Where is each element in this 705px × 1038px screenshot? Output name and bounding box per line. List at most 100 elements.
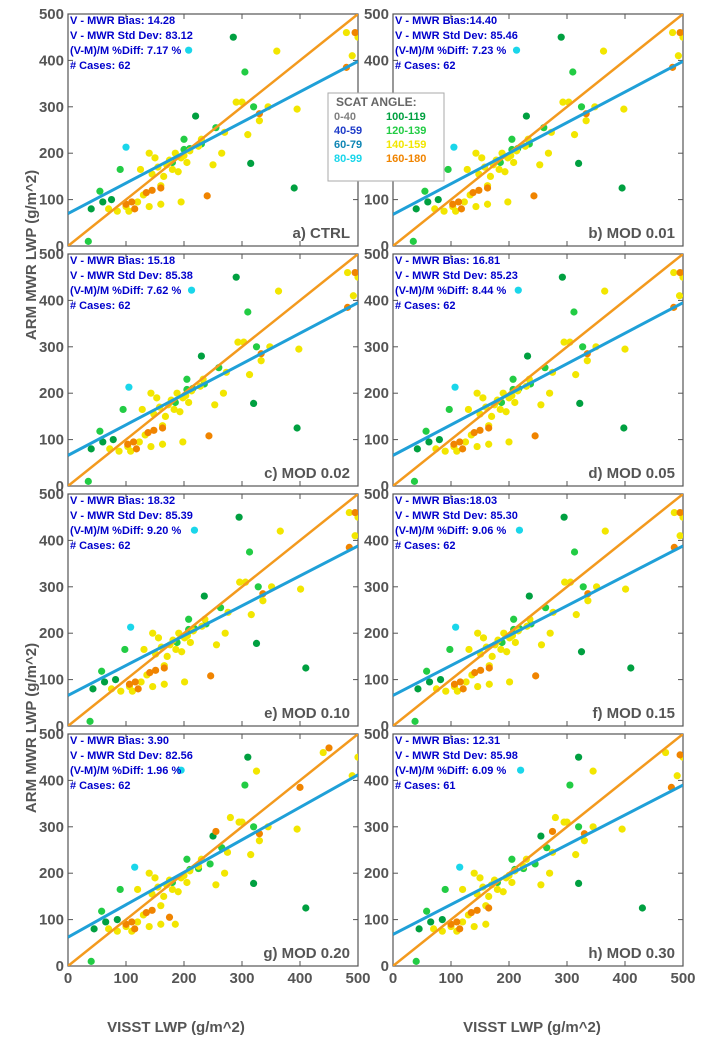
data-point: [485, 892, 493, 900]
data-point: [200, 592, 208, 600]
data-point: [459, 445, 467, 453]
data-point: [551, 813, 559, 822]
y-tick-label: 500: [364, 6, 389, 23]
data-point: [427, 918, 435, 926]
data-point: [232, 273, 240, 281]
y-tick-label: 500: [364, 726, 389, 743]
data-point: [186, 638, 194, 647]
data-point: [84, 237, 92, 245]
data-point: [244, 131, 252, 139]
panel-label: a) CTRL: [293, 225, 351, 242]
data-point: [160, 172, 168, 180]
data-point: [618, 825, 626, 833]
stat-line: V - MWR Bias:18.03: [395, 495, 497, 507]
data-point: [485, 424, 493, 432]
data-point: [205, 432, 213, 440]
y-tick-label: 300: [364, 819, 389, 836]
data-point: [509, 375, 517, 383]
data-point: [212, 881, 220, 889]
y-tick-label: 300: [39, 339, 64, 356]
data-point: [601, 527, 609, 535]
data-point: [537, 401, 545, 409]
data-point: [178, 648, 186, 656]
data-point: [185, 615, 193, 623]
data-point: [183, 855, 191, 863]
y-tick-label: 400: [364, 532, 389, 549]
regression-line: [68, 301, 358, 457]
data-point: [449, 200, 457, 208]
y-tick-label: 400: [39, 52, 64, 69]
data-point: [319, 748, 327, 757]
data-point: [496, 405, 504, 414]
stat-line: V - MWR Std Dev: 85.46: [395, 30, 518, 42]
data-point: [558, 273, 566, 281]
y-tick-label: 100: [39, 912, 64, 929]
data-point: [157, 920, 165, 928]
data-point: [472, 149, 480, 157]
data-point: [561, 578, 569, 586]
data-point: [131, 925, 139, 933]
x-tick-label: 100: [113, 970, 138, 987]
data-point: [505, 678, 514, 686]
data-point: [245, 371, 254, 379]
stat-line: # Cases: 62: [395, 540, 456, 552]
data-point: [342, 28, 350, 37]
data-point: [537, 641, 546, 649]
data-point: [441, 885, 449, 894]
data-point: [537, 881, 545, 889]
regression-line: [68, 59, 358, 215]
data-point: [589, 767, 597, 775]
data-point: [511, 638, 519, 647]
data-point: [559, 98, 567, 106]
data-point: [349, 292, 357, 300]
data-point: [325, 744, 333, 752]
data-point: [170, 405, 178, 414]
legend-title: SCAT ANGLE:: [336, 95, 417, 109]
data-point: [475, 186, 483, 194]
data-point: [515, 526, 524, 534]
panel-label: f) MOD 0.15: [592, 705, 675, 722]
stat-line: # Cases: 62: [395, 60, 456, 72]
x-axis-label-left: VISST LWP (g/m^2): [107, 1019, 245, 1036]
legend-entry: 40-59: [334, 125, 362, 137]
data-point: [252, 767, 261, 775]
data-point: [209, 161, 217, 169]
data-point: [572, 371, 580, 379]
y-tick-label: 400: [39, 292, 64, 309]
x-tick-label: 500: [345, 970, 370, 987]
data-point: [440, 207, 448, 215]
plot-content: [393, 494, 683, 726]
data-point: [252, 639, 261, 648]
data-point: [442, 687, 450, 695]
data-point: [504, 198, 512, 206]
data-point: [459, 918, 467, 926]
data-point: [121, 645, 129, 654]
y-tick-label: 400: [39, 532, 64, 549]
data-point: [577, 103, 586, 111]
x-tick-label: 300: [554, 970, 579, 987]
data-point: [620, 424, 628, 432]
data-point: [601, 287, 609, 295]
data-point: [676, 532, 683, 540]
y-tick-label: 300: [39, 579, 64, 596]
y-tick-label: 200: [39, 865, 64, 882]
y-tick-label: 400: [39, 772, 64, 789]
panel-label: e) MOD 0.10: [264, 705, 350, 722]
data-point: [163, 652, 171, 660]
data-point: [497, 645, 505, 654]
data-point: [452, 623, 460, 631]
regression-line: [393, 783, 683, 936]
stat-line: V - MWR Std Dev: 85.23: [395, 270, 518, 282]
one-to-one-line: [68, 254, 358, 486]
regression-line: [68, 544, 358, 697]
data-point: [293, 105, 301, 113]
stat-line: (V-M)/M %Diff: 7.62 %: [70, 285, 181, 297]
data-point: [113, 916, 121, 924]
data-point: [149, 629, 157, 637]
data-point: [131, 863, 139, 871]
panel-5: 0 100 200 300 400 500 V - MWR Bias: 18.32 V - M…: [39, 486, 359, 735]
data-point: [293, 424, 301, 432]
data-point: [147, 442, 155, 451]
data-point: [177, 766, 185, 774]
data-point: [180, 135, 188, 143]
